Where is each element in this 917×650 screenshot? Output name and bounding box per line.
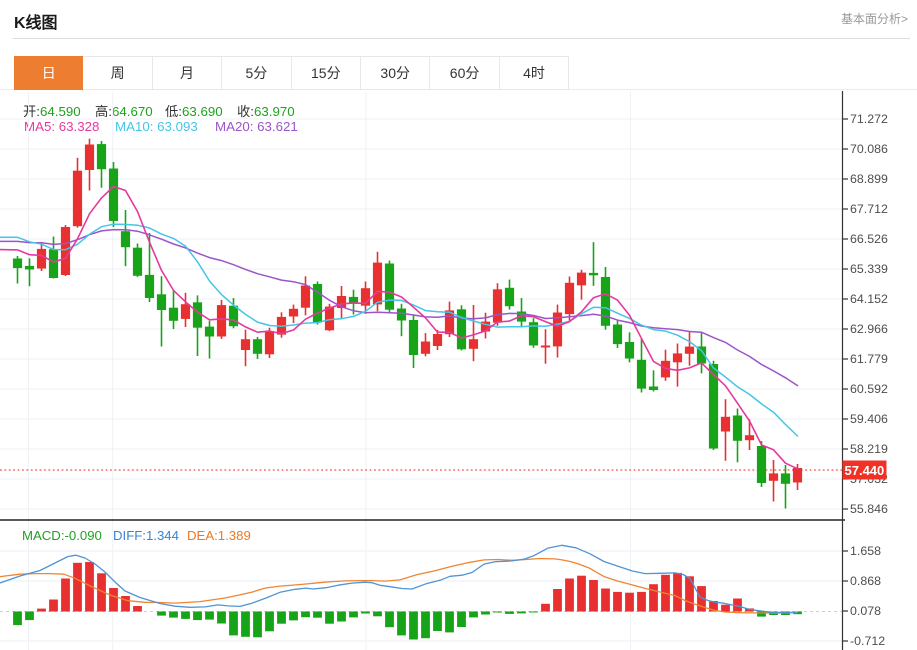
svg-text:MACD:-0.090: MACD:-0.090 (22, 528, 102, 543)
svg-text:67.712: 67.712 (850, 202, 888, 216)
svg-text:55.846: 55.846 (850, 502, 888, 516)
svg-text:70.086: 70.086 (850, 142, 888, 156)
svg-text:0.868: 0.868 (850, 574, 881, 588)
svg-text:DEA:1.389: DEA:1.389 (187, 528, 251, 543)
svg-text:DIFF:1.344: DIFF:1.344 (113, 528, 179, 543)
svg-text:71.272: 71.272 (850, 112, 888, 126)
svg-text:1.658: 1.658 (850, 544, 881, 558)
svg-text:65.339: 65.339 (850, 262, 888, 276)
svg-text:62.966: 62.966 (850, 322, 888, 336)
svg-text:59.406: 59.406 (850, 412, 888, 426)
svg-text:61.779: 61.779 (850, 352, 888, 366)
svg-text:0.078: 0.078 (850, 604, 881, 618)
svg-text:58.219: 58.219 (850, 442, 888, 456)
svg-text:60.592: 60.592 (850, 382, 888, 396)
svg-text:66.526: 66.526 (850, 232, 888, 246)
svg-text:-0.712: -0.712 (850, 634, 885, 648)
svg-text:57.440: 57.440 (845, 463, 885, 478)
svg-text:64.152: 64.152 (850, 292, 888, 306)
svg-text:68.899: 68.899 (850, 172, 888, 186)
